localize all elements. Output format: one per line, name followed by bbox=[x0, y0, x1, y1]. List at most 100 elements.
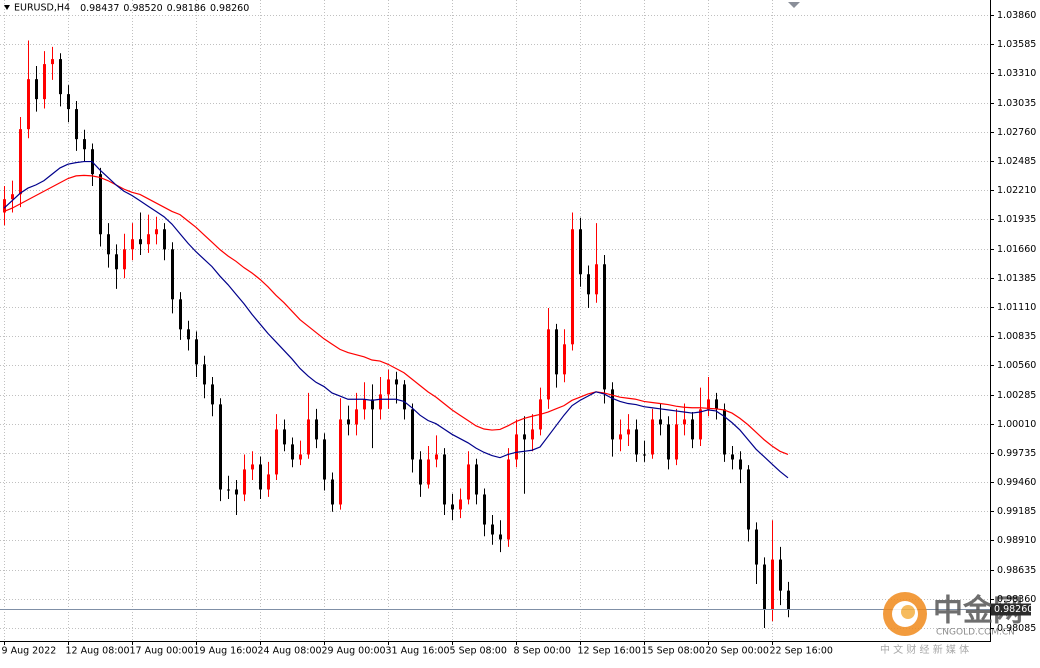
current-price-box bbox=[991, 603, 1031, 616]
title-price: 0.98520 bbox=[123, 3, 162, 14]
candle-body bbox=[99, 174, 102, 235]
candle-body bbox=[435, 454, 438, 460]
candle-body bbox=[107, 234, 110, 255]
candle-body bbox=[675, 424, 678, 460]
y-tick-label: 0.98360 bbox=[997, 594, 1036, 605]
candle-body bbox=[243, 469, 246, 495]
candle-body bbox=[603, 264, 606, 390]
title-price: 0.98260 bbox=[210, 3, 249, 14]
candle-body bbox=[403, 384, 406, 410]
candle-body bbox=[507, 459, 510, 540]
candle-body bbox=[331, 479, 334, 505]
candle-body bbox=[611, 389, 614, 440]
candle-body bbox=[347, 419, 350, 425]
candle-body bbox=[547, 329, 550, 400]
x-tick-label: 12 Aug 08:00 bbox=[66, 646, 130, 657]
candle-body bbox=[307, 419, 310, 455]
y-tick-label: 1.03860 bbox=[997, 10, 1036, 21]
grid bbox=[0, 0, 990, 640]
candle-body bbox=[363, 399, 366, 410]
candle-body bbox=[115, 254, 118, 270]
candle-body bbox=[75, 109, 78, 140]
candle-body bbox=[747, 469, 750, 530]
candle-body bbox=[275, 429, 278, 475]
x-tick-label: 17 Aug 00:00 bbox=[130, 646, 194, 657]
candle-body bbox=[291, 444, 294, 460]
candle-body bbox=[411, 409, 414, 460]
candle-body bbox=[635, 429, 638, 455]
x-tick-label: 12 Sep 16:00 bbox=[578, 646, 641, 657]
candle-body bbox=[699, 409, 702, 440]
y-tick-label: 1.03035 bbox=[997, 98, 1036, 109]
candle-body bbox=[395, 379, 398, 385]
candle-body bbox=[715, 399, 718, 410]
candle-body bbox=[555, 329, 558, 375]
y-tick-label: 0.98635 bbox=[997, 565, 1036, 576]
x-tick-label: 20 Sep 00:00 bbox=[706, 646, 769, 657]
candle-body bbox=[731, 454, 734, 460]
candle-body bbox=[43, 64, 46, 100]
y-tick-label: 1.02760 bbox=[997, 127, 1036, 138]
candle-body bbox=[131, 239, 134, 250]
candle-body bbox=[251, 464, 254, 470]
candle-body bbox=[3, 199, 6, 213]
x-tick-label: 24 Aug 08:00 bbox=[258, 646, 322, 657]
candle-body bbox=[531, 429, 534, 440]
candle-body bbox=[451, 504, 454, 510]
x-tick-label: 29 Aug 00:00 bbox=[322, 646, 386, 657]
candle-body bbox=[443, 454, 446, 505]
candle-body bbox=[315, 419, 318, 440]
candle-body bbox=[139, 239, 142, 245]
x-tick-label: 8 Sep 00:00 bbox=[514, 646, 571, 657]
candle-body bbox=[475, 464, 478, 495]
y-tick-label: 0.99185 bbox=[997, 506, 1036, 517]
x-tick-label: 19 Aug 16:00 bbox=[194, 646, 258, 657]
candle-body bbox=[123, 249, 126, 270]
y-tick-label: 1.00560 bbox=[997, 360, 1036, 371]
candle-body bbox=[515, 434, 518, 460]
symbol-icon bbox=[4, 5, 10, 10]
candle-body bbox=[35, 79, 38, 100]
candle-body bbox=[67, 94, 70, 110]
candle-body bbox=[683, 419, 686, 425]
candle-body bbox=[755, 529, 758, 565]
candle-body bbox=[227, 489, 230, 491]
candle-body bbox=[235, 489, 238, 495]
y-tick-label: 1.01935 bbox=[997, 214, 1036, 225]
candle-body bbox=[179, 299, 182, 330]
candle-body bbox=[51, 59, 54, 65]
y-tick-label: 1.02485 bbox=[997, 156, 1036, 167]
candle-body bbox=[771, 559, 774, 610]
candle-body bbox=[155, 229, 158, 235]
candle-body bbox=[299, 454, 302, 460]
y-tick-label: 0.99460 bbox=[997, 477, 1036, 488]
x-tick-label: 15 Sep 08:00 bbox=[642, 646, 705, 657]
candle-body bbox=[323, 439, 326, 480]
x-tick-label: 5 Sep 08:00 bbox=[450, 646, 507, 657]
y-tick-label: 1.01385 bbox=[997, 273, 1036, 284]
candle-body bbox=[779, 559, 782, 591]
candle-body bbox=[259, 464, 262, 490]
candle-body bbox=[163, 229, 166, 250]
candle-body bbox=[419, 459, 422, 485]
y-tick-label: 1.00285 bbox=[997, 390, 1036, 401]
candle-body bbox=[595, 264, 598, 295]
candle-body bbox=[571, 229, 574, 345]
candle-body bbox=[147, 234, 150, 245]
candle-body bbox=[379, 394, 382, 410]
candle-body bbox=[387, 379, 390, 395]
candle-body bbox=[667, 424, 670, 460]
y-tick-label: 0.98910 bbox=[997, 535, 1036, 546]
candle-body bbox=[339, 419, 342, 505]
candle-body bbox=[211, 384, 214, 405]
candle-body bbox=[467, 464, 470, 500]
current-price-label: 0.98260 bbox=[994, 604, 1033, 615]
x-tick-label: 9 Aug 2022 bbox=[2, 646, 57, 657]
plot bbox=[0, 40, 990, 629]
candle-body bbox=[707, 399, 710, 410]
candle-body bbox=[579, 229, 582, 275]
candle-body bbox=[723, 409, 726, 455]
y-tick-label: 1.03310 bbox=[997, 68, 1036, 79]
